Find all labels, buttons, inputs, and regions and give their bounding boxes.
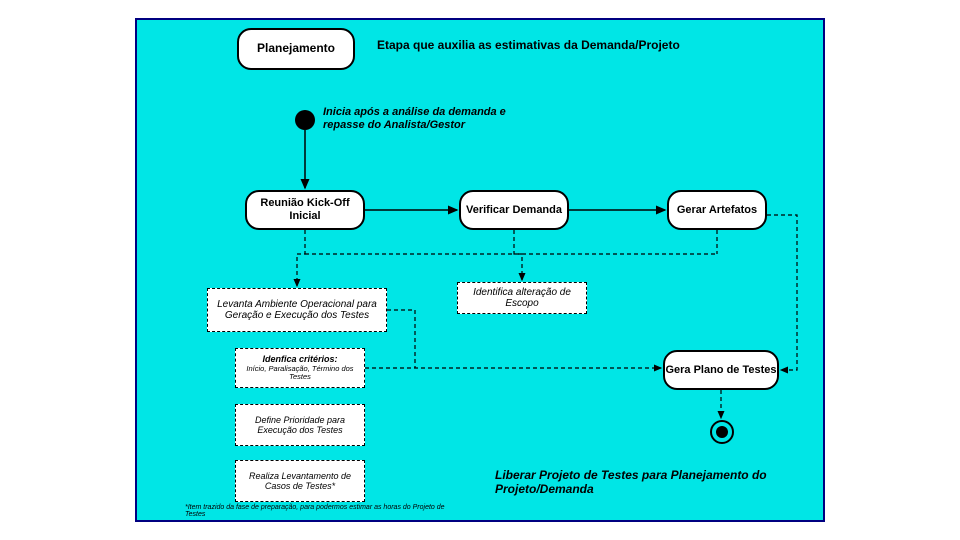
node-escopo: Identifica alteração de Escopo [457,282,587,314]
criterios-label: Idenfica critérios: [262,354,337,364]
start-text: Inicia após a análise da demanda e repas… [323,106,543,131]
edges-layer [137,20,827,524]
title-label: Planejamento [257,42,335,56]
verificar-label: Verificar Demanda [466,204,562,217]
node-prioridade: Define Prioridade para Execução dos Test… [235,404,365,446]
start-node [295,110,315,130]
plano-label: Gera Plano de Testes [665,364,776,377]
gerar-label: Gerar Artefatos [677,204,757,217]
node-casos: Realiza Levantamento de Casos de Testes* [235,460,365,502]
node-plano: Gera Plano de Testes [663,350,779,390]
title-node: Planejamento [237,28,355,70]
node-levanta: Levanta Ambiente Operacional para Geraçã… [207,288,387,332]
footnote-text: *Item trazido da fase de preparação, par… [185,504,445,518]
levanta-label: Levanta Ambiente Operacional para Geraçã… [208,299,386,322]
liberar-text: Liberar Projeto de Testes para Planejame… [495,468,785,497]
node-gerar: Gerar Artefatos [667,190,767,230]
prioridade-label: Define Prioridade para Execução dos Test… [236,415,364,436]
end-node [710,420,734,444]
description-text: Etapa que auxilia as estimativas da Dema… [377,38,680,52]
diagram-canvas: Planejamento Etapa que auxilia as estima… [135,18,825,522]
casos-label: Realiza Levantamento de Casos de Testes* [236,471,364,492]
node-criterios: Idenfica critérios: Início, Paralisação,… [235,348,365,388]
escopo-label: Identifica alteração de Escopo [458,287,586,310]
kickoff-label: Reunião Kick-Off Inicial [247,197,363,222]
node-verificar: Verificar Demanda [459,190,569,230]
criterios-sub: Início, Paralisação, Término dos Testes [236,365,364,382]
node-kickoff: Reunião Kick-Off Inicial [245,190,365,230]
